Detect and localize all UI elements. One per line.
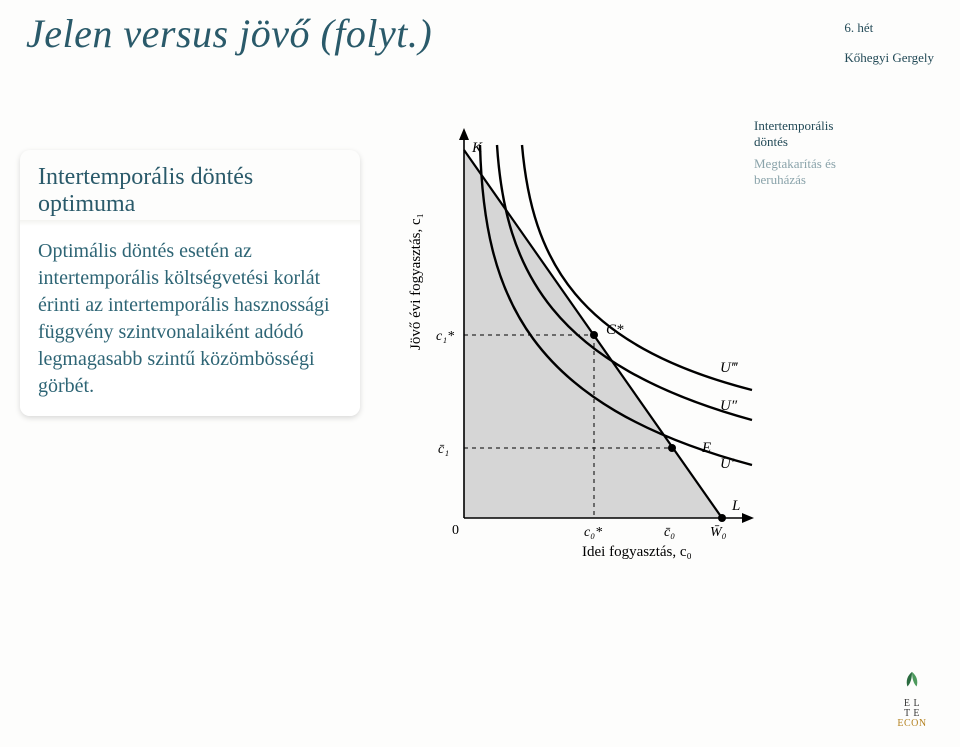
toc-item-1a: Intertemporális [754,118,833,133]
intertemporal-diagram: K C* E L U‴ U″ U′ Jövő évi fogyasztás, c… [402,120,762,560]
content-heading-line2: optimuma [38,191,342,218]
author-label: Kőhegyi Gergely [844,50,934,66]
ytick-c1bar: c̄₁ [438,442,449,457]
point-cstar [590,331,598,339]
toc-item-2: Megtakarítás és beruházás [754,156,934,188]
point-l [718,514,726,522]
content-heading-line1: Intertemporális döntés [38,164,342,191]
y-axis-label: Jövő évi fogyasztás, c₁ [408,213,424,350]
origin-label: 0 [452,523,459,538]
y-axis-arrow [459,128,469,140]
content-box-heading: Intertemporális döntés optimuma [20,150,360,226]
diagram-svg: K C* E L U‴ U″ U′ Jövő évi fogyasztás, c… [402,120,762,560]
label-u3: U‴ [720,360,739,376]
label-e: E [701,440,711,456]
xtick-c0star: c₀* [584,525,602,540]
toc-item-1: Intertemporális döntés [754,118,934,150]
label-l: L [731,498,740,514]
logo-line3: ECON [890,719,934,729]
logo-text: E L T E ECON [890,699,934,729]
xtick-c0bar: c̄₀ [664,525,675,540]
content-box-body: Optimális döntés esetén az intertemporál… [20,226,360,416]
footer-logo: E L T E ECON [890,670,934,729]
week-label: 6. hét [844,20,873,35]
point-e [668,444,676,452]
label-k: K [471,140,483,156]
label-u1: U′ [720,456,735,472]
toc-sidebar: Intertemporális döntés Megtakarítás és b… [754,118,934,194]
header-meta: 6. hét Kőhegyi Gergely [844,20,934,66]
ytick-c1star: c₁* [436,329,454,344]
slide: Jelen versus jövő (folyt.) 6. hét Kőhegy… [0,0,960,747]
label-u2: U″ [720,398,738,414]
leaf-icon [901,670,923,692]
x-axis-label: Idei fogyasztás, c₀ [582,544,692,560]
slide-title: Jelen versus jövő (folyt.) [26,10,432,57]
content-box: Intertemporális döntés optimuma Optimáli… [20,150,360,416]
xtick-w0bar: W̄₀ [710,525,727,540]
label-cstar: C* [606,322,624,338]
x-axis-arrow [742,513,754,523]
toc-item-2a: Megtakarítás és [754,156,836,171]
